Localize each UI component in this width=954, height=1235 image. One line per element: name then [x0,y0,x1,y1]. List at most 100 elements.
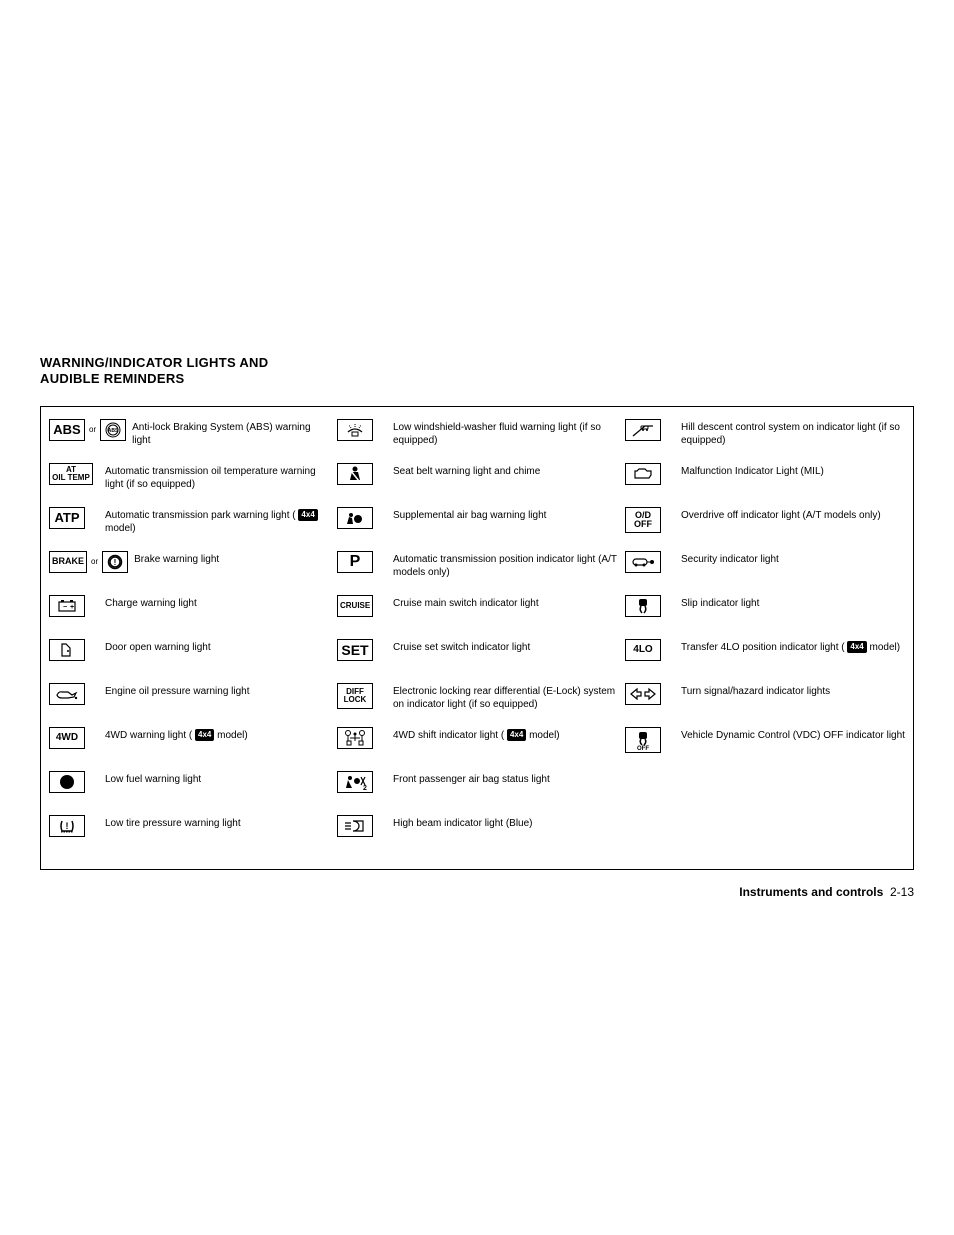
light-row: 4LOTransfer 4LO position indicator light… [625,639,905,677]
svg-text:!: ! [114,558,117,567]
light-description: Overdrive off indicator light (A/T model… [675,507,905,522]
light-row: DIFFLOCKElectronic locking rear differen… [337,683,617,721]
light-description: Malfunction Indicator Light (MIL) [675,463,905,478]
light-row: Turn signal/hazard indicator lights [625,683,905,721]
light-description: 4WD warning light ( 4x4 model) [99,727,329,742]
page-content: WARNING/INDICATOR LIGHTS AND AUDIBLE REM… [40,355,914,870]
column-2: Low windshield-washer fluid warning ligh… [337,419,617,859]
light-row: PAutomatic transmission position indicat… [337,551,617,589]
section-heading: WARNING/INDICATOR LIGHTS AND AUDIBLE REM… [40,355,914,388]
light-row: Seat belt warning light and chime [337,463,617,501]
light-icon [49,639,99,661]
light-icon: OFF [625,727,675,753]
light-row: BRAKEor!Brake warning light [49,551,329,589]
light-icon: 4WD [49,727,99,749]
light-row: OFF Vehicle Dynamic Control (VDC) OFF ind… [625,727,905,765]
light-row: CRUISECruise main switch indicator light [337,595,617,633]
light-icon: ABSorABS [49,419,126,441]
light-description: Cruise set switch indicator light [387,639,617,654]
light-icon: −+ [49,595,99,617]
light-description: Cruise main switch indicator light [387,595,617,610]
light-icon: BRAKEor! [49,551,128,573]
light-description: Anti-lock Braking System (ABS) warning l… [126,419,329,447]
light-description: Transfer 4LO position indicator light ( … [675,639,905,654]
light-icon [337,463,387,485]
light-row: 2 Front passenger air bag status light [337,771,617,809]
light-row: High beam indicator light (Blue) [337,815,617,853]
light-description: Automatic transmission oil temperature w… [99,463,329,491]
light-description: Front passenger air bag status light [387,771,617,786]
heading-line2: AUDIBLE REMINDERS [40,371,185,386]
light-row: ATOIL TEMPAutomatic transmission oil tem… [49,463,329,501]
light-description: Security indicator light [675,551,905,566]
light-icon: ATOIL TEMP [49,463,99,485]
light-description: Supplemental air bag warning light [387,507,617,522]
light-description: Turn signal/hazard indicator lights [675,683,905,698]
light-row: !Low tire pressure warning light [49,815,329,853]
light-row: ABSorABSAnti-lock Braking System (ABS) w… [49,419,329,457]
light-row: −+Charge warning light [49,595,329,633]
light-description: Brake warning light [128,551,329,566]
footer-page: 2-13 [890,885,914,899]
light-description: 4WD shift indicator light ( 4x4 model) [387,727,617,742]
light-icon: O/DOFF [625,507,675,533]
light-icon: 2 [337,771,387,793]
light-row: Hill descent control system on indicator… [625,419,905,457]
light-description: Seat belt warning light and chime [387,463,617,478]
svg-text:ABS: ABS [108,428,119,434]
light-row: Supplemental air bag warning light [337,507,617,545]
light-icon: DIFFLOCK [337,683,387,709]
light-row: Door open warning light [49,639,329,677]
light-icon [49,771,99,793]
lights-table: ABSorABSAnti-lock Braking System (ABS) w… [40,406,914,870]
light-icon: 4LO [625,639,675,661]
light-row: Low fuel warning light [49,771,329,809]
light-description: Hill descent control system on indicator… [675,419,905,447]
footer-section: Instruments and controls [739,885,883,899]
svg-text:!: ! [66,821,69,831]
light-icon [337,815,387,837]
light-icon [49,683,99,705]
light-description: High beam indicator light (Blue) [387,815,617,830]
light-row: Slip indicator light [625,595,905,633]
light-description: Electronic locking rear differential (E-… [387,683,617,711]
svg-text:2: 2 [363,785,367,791]
light-icon: P [337,551,387,573]
light-row: ATPAutomatic transmission park warning l… [49,507,329,545]
light-icon [625,419,675,441]
light-icon [625,463,675,485]
light-row: O/DOFFOverdrive off indicator light (A/T… [625,507,905,545]
light-icon: CRUISE [337,595,387,617]
light-description: Automatic transmission park warning ligh… [99,507,329,535]
svg-text:OFF: OFF [637,746,649,750]
column-3: Hill descent control system on indicator… [625,419,905,859]
light-description: Low fuel warning light [99,771,329,786]
light-description: Engine oil pressure warning light [99,683,329,698]
light-description: Slip indicator light [675,595,905,610]
light-row: Malfunction Indicator Light (MIL) [625,463,905,501]
light-icon: SET [337,639,387,661]
light-icon [625,683,675,705]
svg-text:−: − [63,604,67,611]
light-row: Security indicator light [625,551,905,589]
light-description: Vehicle Dynamic Control (VDC) OFF indica… [675,727,905,742]
light-row: 4WD4WD warning light ( 4x4 model) [49,727,329,765]
light-icon [625,551,675,573]
light-row: 4WD shift indicator light ( 4x4 model) [337,727,617,765]
light-icon [337,727,387,749]
light-icon [337,419,387,441]
light-row: Engine oil pressure warning light [49,683,329,721]
light-description: Charge warning light [99,595,329,610]
column-1: ABSorABSAnti-lock Braking System (ABS) w… [49,419,329,859]
light-description: Automatic transmission position indicato… [387,551,617,579]
light-description: Door open warning light [99,639,329,654]
light-row: SETCruise set switch indicator light [337,639,617,677]
light-description: Low windshield-washer fluid warning ligh… [387,419,617,447]
light-icon: ! [49,815,99,837]
light-row: Low windshield-washer fluid warning ligh… [337,419,617,457]
svg-text:+: + [70,604,74,611]
light-icon [337,507,387,529]
heading-line1: WARNING/INDICATOR LIGHTS AND [40,355,268,370]
light-icon [625,595,675,617]
light-icon: ATP [49,507,99,529]
